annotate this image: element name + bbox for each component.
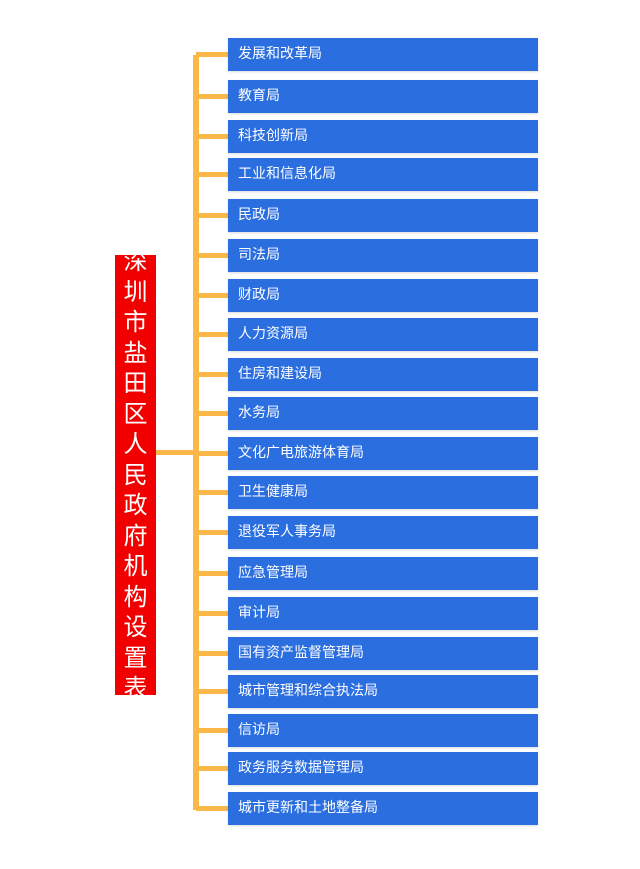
department-box: 科技创新局 <box>228 120 538 153</box>
connector-branch <box>196 571 228 576</box>
connector-branch <box>196 411 228 416</box>
department-box: 审计局 <box>228 597 538 630</box>
connector-branch <box>196 689 228 694</box>
department-box: 民政局 <box>228 199 538 232</box>
connector-branch <box>196 611 228 616</box>
department-box: 教育局 <box>228 80 538 113</box>
department-box: 卫生健康局 <box>228 476 538 509</box>
connector-branch <box>196 651 228 656</box>
connector-vertical-line <box>193 55 199 810</box>
department-box: 发展和改革局 <box>228 38 538 71</box>
department-box: 国有资产监督管理局 <box>228 637 538 670</box>
connector-branch <box>196 490 228 495</box>
title-char: 构 <box>123 582 148 611</box>
connector-branch <box>196 728 228 733</box>
connector-branch <box>196 213 228 218</box>
department-box: 司法局 <box>228 239 538 272</box>
connector-branch <box>196 806 228 811</box>
department-box: 政务服务数据管理局 <box>228 752 538 785</box>
connector-branch <box>196 332 228 337</box>
connector-branch <box>196 372 228 377</box>
title-char: 田 <box>123 369 148 398</box>
department-box: 人力资源局 <box>228 318 538 351</box>
title-char: 设 <box>123 613 148 642</box>
title-char: 人 <box>123 430 148 459</box>
connector-branch <box>196 172 228 177</box>
department-box: 水务局 <box>228 397 538 430</box>
root-title-box: 深圳市盐田区人民政府机构设置表 <box>115 247 156 702</box>
title-char: 府 <box>123 521 148 550</box>
connector-branch <box>196 94 228 99</box>
title-char: 机 <box>123 552 148 581</box>
title-char: 置 <box>123 643 148 672</box>
department-box: 文化广电旅游体育局 <box>228 437 538 470</box>
connector-branch <box>196 451 228 456</box>
department-box: 信访局 <box>228 714 538 747</box>
connector-branch <box>196 253 228 258</box>
department-box: 应急管理局 <box>228 557 538 590</box>
department-box: 城市更新和土地整备局 <box>228 792 538 825</box>
title-char: 区 <box>123 399 148 428</box>
title-char: 民 <box>123 460 148 489</box>
department-box: 退役军人事务局 <box>228 516 538 549</box>
title-char: 圳 <box>123 277 148 306</box>
department-box: 工业和信息化局 <box>228 158 538 191</box>
title-char: 盐 <box>123 338 148 367</box>
connector-branch <box>196 134 228 139</box>
department-box: 财政局 <box>228 279 538 312</box>
connector-branch <box>196 766 228 771</box>
title-char: 市 <box>123 308 148 337</box>
title-char: 表 <box>123 674 148 703</box>
connector-branch <box>196 293 228 298</box>
connector-main-line <box>156 450 196 455</box>
connector-branch <box>196 52 228 57</box>
department-box: 城市管理和综合执法局 <box>228 675 538 708</box>
title-char: 深 <box>123 247 148 276</box>
department-box: 住房和建设局 <box>228 358 538 391</box>
connector-branch <box>196 530 228 535</box>
title-char: 政 <box>123 491 148 520</box>
